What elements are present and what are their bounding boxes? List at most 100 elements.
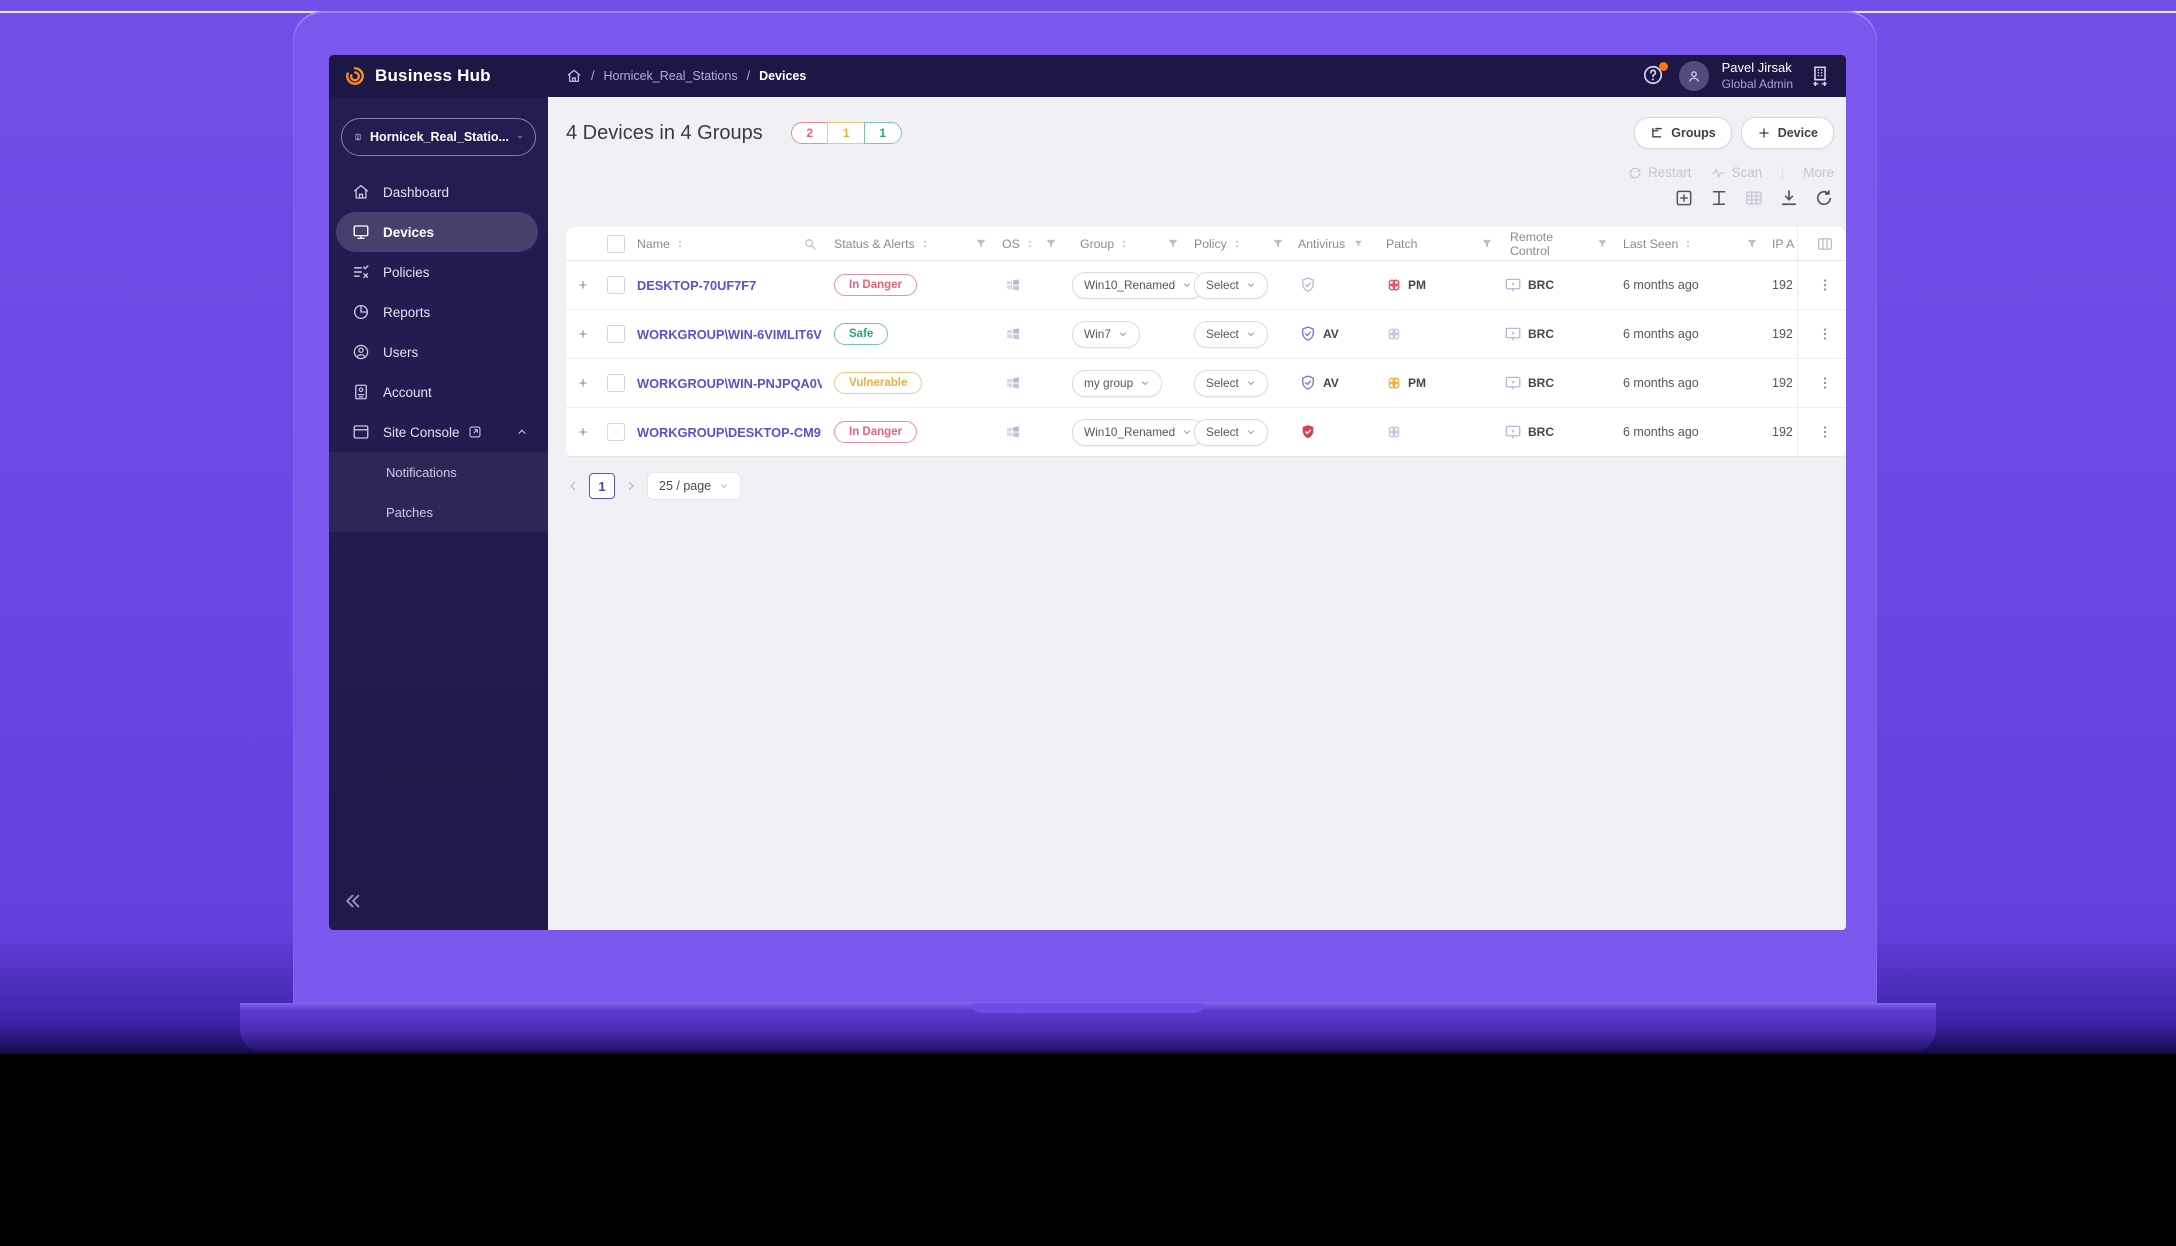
user-info[interactable]: Pavel Jirsak Global Admin	[1722, 60, 1793, 91]
filter-icon[interactable]	[1480, 237, 1494, 251]
column-header-status[interactable]: Status & Alerts	[822, 237, 996, 251]
group-select[interactable]: Win10_Renamed	[1072, 271, 1205, 299]
table-row[interactable]: + DESKTOP-70UF7F7 In Danger Win10_Rename…	[566, 261, 1846, 310]
sidebar-subitem-notifications[interactable]: Notifications	[329, 452, 548, 492]
avatar[interactable]	[1678, 61, 1709, 91]
page-number-button[interactable]: 1	[589, 473, 615, 499]
row-actions-menu[interactable]	[1803, 374, 1846, 392]
add-device-button[interactable]: Device	[1740, 117, 1834, 149]
scan-action[interactable]: Scan	[1711, 165, 1762, 180]
filter-icon[interactable]	[1271, 237, 1285, 251]
sidebar-item-reports[interactable]: Reports	[336, 292, 538, 332]
row-height-icon[interactable]	[1709, 188, 1729, 208]
next-page-button[interactable]	[624, 479, 638, 493]
notification-dot	[1658, 62, 1668, 71]
search-icon[interactable]	[803, 237, 817, 251]
status-summary-badges[interactable]: 2 1 1	[790, 122, 902, 144]
row-actions-menu[interactable]	[1803, 423, 1846, 441]
column-title: Policy	[1194, 236, 1227, 251]
row-actions-menu[interactable]	[1803, 325, 1846, 343]
column-header-ip-address[interactable]: IP A	[1767, 237, 1797, 251]
refresh-icon[interactable]	[1814, 188, 1834, 208]
logo[interactable]: Business Hub	[329, 65, 548, 87]
table-row[interactable]: + WORKGROUP\WIN-PNJPQA0V6UV Vulnerable m…	[566, 359, 1846, 408]
row-checkbox[interactable]	[607, 325, 625, 343]
filter-icon[interactable]	[974, 237, 988, 251]
sidebar-collapse-button[interactable]	[329, 891, 548, 930]
filter-icon[interactable]	[1044, 237, 1058, 251]
group-select[interactable]: Win7	[1072, 320, 1140, 348]
table-row[interactable]: + WORKGROUP\DESKTOP-CM91VGL In Danger Wi…	[566, 408, 1846, 457]
column-header-remote-control[interactable]: Remote Control	[1502, 230, 1617, 258]
page-size-select[interactable]: 25 / page	[647, 472, 742, 500]
row-expander[interactable]: +	[578, 276, 588, 294]
column-header-os[interactable]: OS	[996, 237, 1066, 251]
download-icon[interactable]	[1779, 188, 1799, 208]
restart-action[interactable]: Restart	[1628, 165, 1691, 180]
breadcrumb: / Hornicek_Real_Stations / Devices	[566, 68, 806, 84]
row-actions-menu[interactable]	[1803, 276, 1846, 294]
sort-icon[interactable]	[1682, 238, 1694, 250]
policy-select[interactable]: Select	[1194, 320, 1268, 348]
policy-select[interactable]: Select	[1194, 271, 1268, 299]
filter-icon[interactable]	[1166, 237, 1180, 251]
filter-icon[interactable]	[1353, 237, 1364, 251]
warning-count-badge[interactable]: 1	[827, 122, 866, 144]
row-expander[interactable]: +	[578, 423, 588, 441]
previous-page-button[interactable]	[566, 479, 580, 493]
sidebar-subitem-patches[interactable]: Patches	[329, 492, 548, 532]
grid-view-icon[interactable]	[1744, 188, 1764, 208]
danger-count-badge[interactable]: 2	[790, 122, 829, 144]
home-icon[interactable]	[566, 68, 582, 84]
sidebar-item-account[interactable]: Account	[336, 372, 538, 412]
filter-icon[interactable]	[1745, 237, 1759, 251]
row-checkbox[interactable]	[607, 276, 625, 294]
last-seen-value: 6 months ago	[1623, 376, 1699, 390]
column-header-policy[interactable]: Policy	[1188, 237, 1293, 251]
pulse-icon	[1711, 166, 1725, 180]
help-button[interactable]	[1642, 62, 1668, 88]
column-header-patch[interactable]: Patch	[1372, 237, 1502, 251]
row-expander[interactable]: +	[578, 325, 588, 343]
sort-icon[interactable]	[919, 238, 931, 250]
select-all-checkbox[interactable]	[607, 234, 625, 253]
policy-select[interactable]: Select	[1194, 418, 1268, 446]
row-checkbox[interactable]	[607, 374, 625, 392]
sidebar-item-policies[interactable]: Policies	[336, 252, 538, 292]
pagination: 1 25 / page	[566, 472, 1846, 500]
policy-select[interactable]: Select	[1194, 369, 1268, 397]
sort-icon[interactable]	[1231, 238, 1243, 250]
group-select[interactable]: my group	[1072, 369, 1163, 397]
sidebar-item-devices[interactable]: Devices	[336, 212, 538, 252]
table-row[interactable]: + WORKGROUP\WIN-6VIMLIT6V Safe Win7	[566, 310, 1846, 359]
column-title: IP A	[1772, 236, 1795, 251]
site-selector-dropdown[interactable]: Hornicek_Real_Statio...	[341, 118, 536, 156]
sidebar-item-site-console[interactable]: Site Console	[336, 412, 538, 452]
column-header-antivirus[interactable]: Antivirus	[1293, 237, 1372, 251]
filter-icon[interactable]	[1596, 237, 1609, 251]
sidebar-item-dashboard[interactable]: Dashboard	[336, 172, 538, 212]
column-header-last-seen[interactable]: Last Seen	[1617, 237, 1767, 251]
column-header-group[interactable]: Group	[1066, 237, 1188, 251]
device-name-link[interactable]: WORKGROUP\WIN-6VIMLIT6V	[637, 326, 822, 342]
device-name-link[interactable]: WORKGROUP\WIN-PNJPQA0V6UV	[637, 375, 822, 391]
device-name-link[interactable]: WORKGROUP\DESKTOP-CM91VGL	[637, 424, 822, 440]
safe-count-badge[interactable]: 1	[863, 122, 902, 144]
more-action[interactable]: More	[1803, 165, 1834, 180]
expand-rows-icon[interactable]	[1674, 188, 1694, 208]
row-checkbox[interactable]	[607, 423, 625, 441]
sort-icon[interactable]	[1024, 238, 1036, 250]
groups-button[interactable]: Groups	[1634, 117, 1732, 149]
sort-icon[interactable]	[1118, 238, 1130, 250]
breadcrumb-site[interactable]: Hornicek_Real_Stations	[603, 69, 738, 83]
site-switcher-icon[interactable]	[1809, 65, 1831, 87]
status-badge: Vulnerable	[834, 372, 923, 394]
row-expander[interactable]: +	[578, 374, 588, 392]
device-name-link[interactable]: DESKTOP-70UF7F7	[637, 277, 757, 293]
sidebar-item-users[interactable]: Users	[336, 332, 538, 372]
column-settings-button[interactable]	[1803, 235, 1846, 253]
business-hub-logo-icon	[344, 65, 366, 87]
group-select[interactable]: Win10_Renamed	[1072, 418, 1205, 446]
sort-icon[interactable]	[674, 238, 686, 250]
column-header-name[interactable]: Name	[632, 237, 822, 251]
